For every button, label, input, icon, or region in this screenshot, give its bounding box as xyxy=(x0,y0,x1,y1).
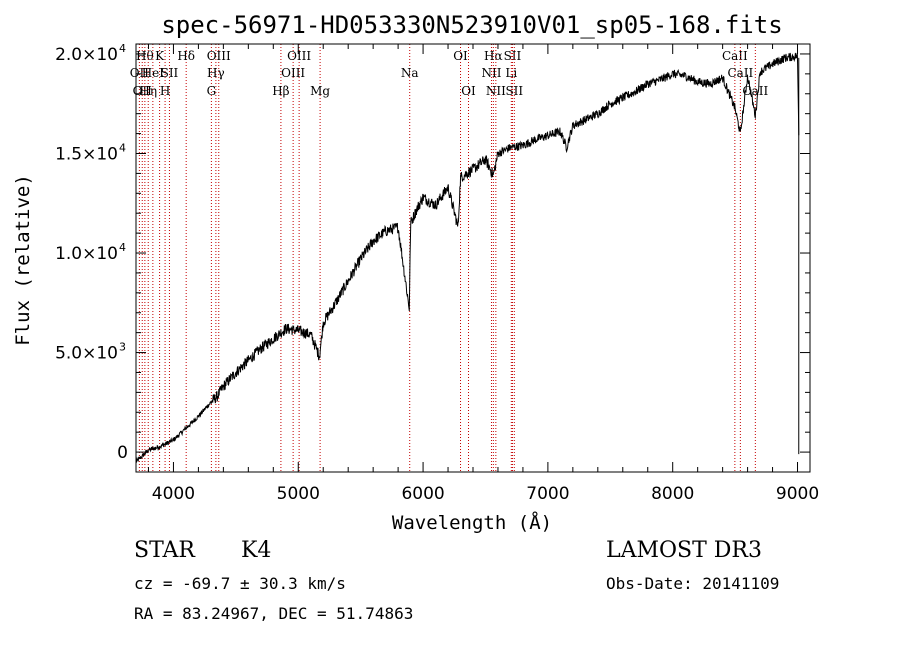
line-label-caii: CaII xyxy=(722,49,748,63)
y-tick-exponent: 4 xyxy=(119,42,126,55)
object-subclass: K4 xyxy=(241,538,272,563)
object-class: STAR xyxy=(134,538,195,563)
survey-name: LAMOST DR3 xyxy=(606,538,762,563)
x-tick-label: 5000 xyxy=(277,484,320,504)
y-tick-exponent: 4 xyxy=(119,241,126,254)
line-label-oii: OII xyxy=(130,66,150,80)
y-axis-label: Flux (relative) xyxy=(12,174,34,346)
line-label-oiii: OIII xyxy=(281,66,305,80)
line-label-hγ: Hγ xyxy=(207,66,225,80)
line-label-na: Na xyxy=(401,66,419,80)
y-tick-exponent: 3 xyxy=(119,341,126,354)
line-label-oii: OII xyxy=(133,84,153,98)
y-tick-label: 5.0×10 xyxy=(55,344,118,364)
line-label-oi: OI xyxy=(461,84,476,98)
series-layer xyxy=(135,52,800,463)
line-label-mg: Mg xyxy=(310,84,330,98)
plot-frame xyxy=(135,43,811,473)
x-tick-label: 7000 xyxy=(526,484,569,504)
x-tick-label: 8000 xyxy=(651,484,694,504)
line-label-hei: HeI xyxy=(142,66,165,80)
line-label-caii: CaII xyxy=(742,84,768,98)
line-label-sii: SII xyxy=(504,49,522,63)
x-tick-label: 6000 xyxy=(401,484,444,504)
line-label-li: Li xyxy=(505,66,517,80)
line-label-nii: NII xyxy=(481,66,501,80)
line-label-oi: OI xyxy=(453,49,468,63)
line-label-k: K xyxy=(155,49,165,63)
line-label-g: G xyxy=(207,84,217,98)
x-axis-label: Wavelength (Å) xyxy=(392,511,552,534)
y-tick-label: 1.0×10 xyxy=(55,244,118,264)
y-tick-label: 1.5×10 xyxy=(55,144,118,164)
observation-date: Obs-Date: 20141109 xyxy=(606,574,780,593)
x-tick-label: 9000 xyxy=(776,484,819,504)
sky-coordinates: RA = 83.24967, DEC = 51.74863 xyxy=(134,604,414,623)
y-tick-label: 0 xyxy=(117,443,128,463)
line-label-hβ: Hβ xyxy=(272,84,289,98)
line-label-caii: CaII xyxy=(727,66,753,80)
line-label-hδ: Hδ xyxy=(177,49,195,63)
line-label-sii: SII xyxy=(505,84,523,98)
line-label-sii: SII xyxy=(161,66,179,80)
line-label-hη: Hη xyxy=(139,84,157,98)
spectrum-trace xyxy=(135,52,800,463)
line-label-nii: NII xyxy=(486,84,506,98)
spectrum-chart: spec-56971-HD053330N523910V01_sp05-168.f… xyxy=(12,11,819,534)
y-tick-label: 2.0×10 xyxy=(55,45,118,65)
chart-title: spec-56971-HD053330N523910V01_sp05-168.f… xyxy=(161,11,782,39)
spectral-line-markers: OII OII Hθ Hη HeI K H SII Hδ G Hγ OIII Hβ OIII OIII Mg N… xyxy=(130,44,768,472)
line-label-oiii: OIII xyxy=(287,49,311,63)
line-label-hα: Hα xyxy=(484,49,503,63)
line-label-hθ: Hθ xyxy=(136,49,154,63)
y-tick-exponent: 4 xyxy=(119,141,126,154)
redshift-velocity: cz = -69.7 ± 30.3 km/s xyxy=(134,574,346,593)
line-label-oiii: OIII xyxy=(207,49,231,63)
x-tick-label: 4000 xyxy=(152,484,195,504)
line-label-h: H xyxy=(160,84,170,98)
